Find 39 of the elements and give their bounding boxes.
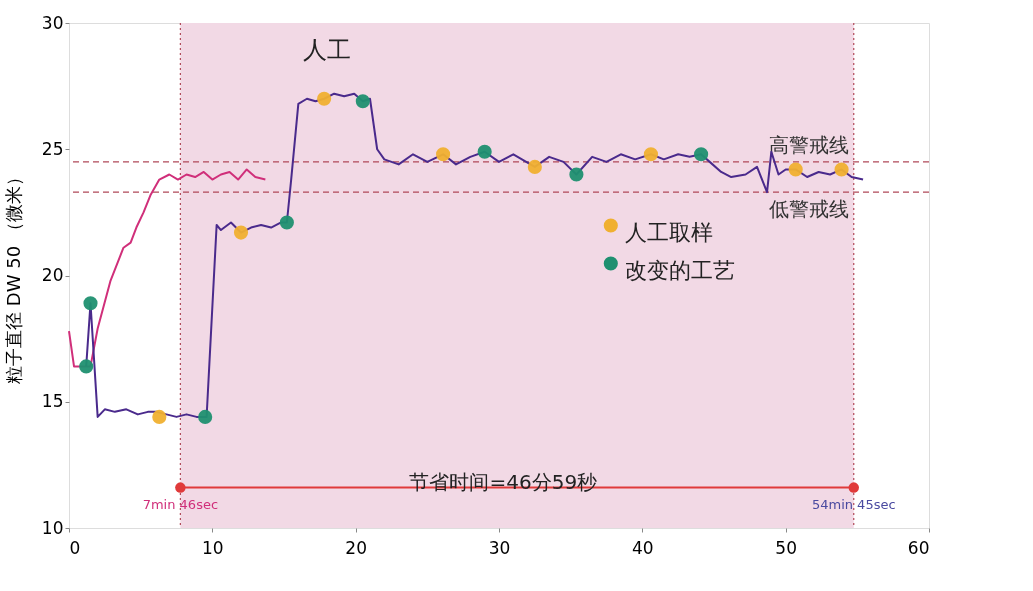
y-tick-label: 30	[41, 12, 64, 33]
point	[788, 162, 803, 177]
y-tick-label: 20	[41, 265, 64, 285]
point	[848, 482, 859, 493]
point	[527, 159, 542, 174]
annotation: 54min 45sec	[811, 497, 896, 513]
point	[198, 409, 213, 424]
point	[694, 147, 709, 162]
point	[233, 225, 249, 240]
x-tick-label: 40	[632, 537, 654, 558]
annotation: 人工	[303, 35, 351, 64]
ref-line-label: 低警戒线	[768, 197, 849, 222]
point	[152, 409, 167, 424]
point	[834, 162, 849, 177]
legend-label: 人工取样	[624, 220, 713, 245]
x-tick-label: 20	[345, 537, 367, 558]
annotation: 7min 46sec	[142, 497, 219, 513]
x-tick-label: 10	[202, 537, 224, 558]
point	[83, 296, 98, 311]
annotation: 节省时间=46分59秒	[409, 469, 598, 494]
x-tick-label: 60	[907, 537, 930, 558]
y-tick-label: 10	[41, 517, 64, 538]
point	[569, 167, 584, 182]
ref-line-label: 高警戒线	[768, 132, 849, 157]
point	[279, 215, 294, 230]
y-tick-label: 25	[41, 138, 64, 159]
point	[643, 147, 658, 162]
x-tick-label: 50	[775, 537, 797, 558]
y-axis-title: 粒子直径 DW 50 （微米）	[2, 168, 24, 384]
point	[436, 147, 451, 162]
point	[355, 94, 370, 109]
point	[175, 482, 186, 493]
point	[477, 144, 492, 159]
y-tick-label: 15	[41, 391, 64, 412]
point	[79, 359, 94, 374]
x-tick-label: 0	[69, 537, 81, 558]
x-tick-label: 30	[488, 537, 511, 558]
legend-label: 改变的工艺	[624, 258, 735, 283]
point	[317, 91, 332, 106]
